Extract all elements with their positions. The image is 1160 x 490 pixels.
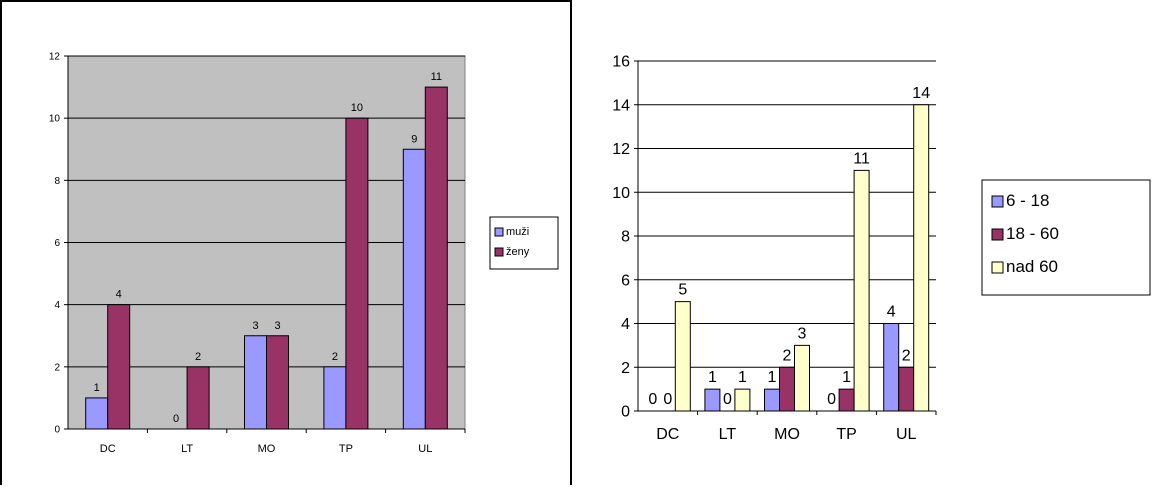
bar bbox=[853, 169, 870, 412]
bar bbox=[402, 148, 426, 430]
bar bbox=[85, 397, 109, 430]
data-label: 2 bbox=[332, 351, 338, 363]
data-label: 1 bbox=[708, 369, 717, 386]
legend-label: 18 - 60 bbox=[1006, 224, 1059, 243]
legend-swatch bbox=[494, 227, 504, 237]
data-label: 1 bbox=[738, 369, 747, 386]
data-label: 9 bbox=[411, 133, 417, 145]
y-tick-label: 4 bbox=[54, 300, 60, 311]
data-label: 2 bbox=[902, 347, 911, 364]
legend bbox=[489, 216, 559, 270]
x-category-label: LT bbox=[181, 443, 193, 455]
x-category-label: DC bbox=[100, 443, 116, 455]
data-label: 10 bbox=[351, 102, 363, 114]
y-tick-label: 16 bbox=[612, 54, 630, 71]
chart-panel-left: 0 2 4 6 8 10 12 DC 1 4 LT 0 2 MO 3 3 TP 2 10 UL 9 11 muži ženy bbox=[0, 0, 572, 485]
legend-swatch bbox=[494, 247, 504, 257]
data-label: 11 bbox=[853, 150, 870, 167]
y-tick-label: 10 bbox=[49, 114, 61, 125]
data-label: 3 bbox=[274, 320, 280, 332]
bar bbox=[323, 366, 347, 430]
bar bbox=[779, 366, 795, 412]
bar bbox=[266, 335, 289, 430]
bar bbox=[838, 388, 855, 412]
data-label: 0 bbox=[663, 391, 672, 408]
bar bbox=[107, 304, 131, 430]
y-tick-label: 12 bbox=[612, 141, 630, 158]
x-category-label: DC bbox=[656, 426, 679, 443]
data-label: 4 bbox=[116, 289, 122, 301]
bar bbox=[244, 335, 267, 430]
x-category-label: TP bbox=[836, 426, 856, 443]
y-tick-label: 14 bbox=[612, 97, 630, 114]
data-label: 0 bbox=[827, 391, 836, 408]
x-category-label: MO bbox=[774, 426, 800, 443]
x-category-label: MO bbox=[258, 443, 276, 455]
bar bbox=[704, 388, 721, 412]
bar bbox=[674, 301, 691, 412]
bar bbox=[734, 388, 751, 412]
bar bbox=[883, 323, 900, 412]
bar bbox=[186, 366, 210, 430]
y-tick-label: 0 bbox=[54, 425, 60, 436]
data-label: 3 bbox=[252, 320, 258, 332]
legend-swatch bbox=[991, 261, 1004, 274]
bar-chart-gender: 0 2 4 6 8 10 12 DC 1 4 LT 0 2 MO 3 3 TP 2 10 UL 9 11 muži ženy bbox=[49, 52, 559, 455]
legend-label: ženy bbox=[506, 246, 530, 258]
legend-label: muži bbox=[506, 226, 529, 238]
data-label: 0 bbox=[173, 413, 179, 425]
bar bbox=[794, 344, 810, 412]
bar bbox=[898, 366, 915, 412]
y-tick-label: 2 bbox=[621, 360, 630, 377]
y-tick-label: 8 bbox=[54, 176, 60, 187]
x-category-label: TP bbox=[339, 443, 353, 455]
y-tick-label: 10 bbox=[612, 185, 630, 202]
x-category-label: UL bbox=[418, 443, 432, 455]
data-label: 1 bbox=[842, 369, 851, 386]
data-label: 2 bbox=[783, 347, 792, 364]
y-tick-label: 12 bbox=[49, 52, 61, 63]
data-label: 1 bbox=[94, 382, 100, 394]
data-label: 5 bbox=[678, 282, 687, 299]
bar bbox=[345, 117, 369, 430]
data-label: 4 bbox=[887, 304, 896, 321]
y-tick-label: 8 bbox=[621, 229, 630, 246]
y-tick-label: 6 bbox=[54, 238, 60, 249]
legend-swatch bbox=[991, 228, 1004, 241]
bar bbox=[764, 388, 780, 412]
y-tick-label: 2 bbox=[54, 362, 60, 373]
data-label: 2 bbox=[195, 351, 201, 363]
x-category-label: LT bbox=[719, 426, 737, 443]
data-label: 0 bbox=[648, 391, 657, 408]
bar bbox=[913, 104, 930, 412]
legend-label: 6 - 18 bbox=[1006, 191, 1049, 210]
chart-panel-right: 0 2 4 6 8 10 12 14 16 DC 0 0 5 LT 1 0 1 MO 1 2 3 TP 0 1 11 UL 4 2 14… bbox=[572, 0, 1160, 485]
data-label: 14 bbox=[912, 85, 930, 102]
data-label: 0 bbox=[723, 391, 732, 408]
data-label: 1 bbox=[768, 369, 777, 386]
y-tick-label: 4 bbox=[621, 316, 630, 333]
x-category-label: UL bbox=[896, 426, 917, 443]
data-label: 3 bbox=[798, 325, 807, 342]
legend bbox=[981, 179, 1151, 296]
bar bbox=[424, 86, 448, 430]
y-tick-label: 6 bbox=[621, 272, 630, 289]
legend-swatch bbox=[991, 195, 1004, 208]
y-tick-label: 0 bbox=[621, 404, 630, 421]
legend-label: nad 60 bbox=[1006, 257, 1058, 276]
data-label: 11 bbox=[431, 71, 442, 83]
